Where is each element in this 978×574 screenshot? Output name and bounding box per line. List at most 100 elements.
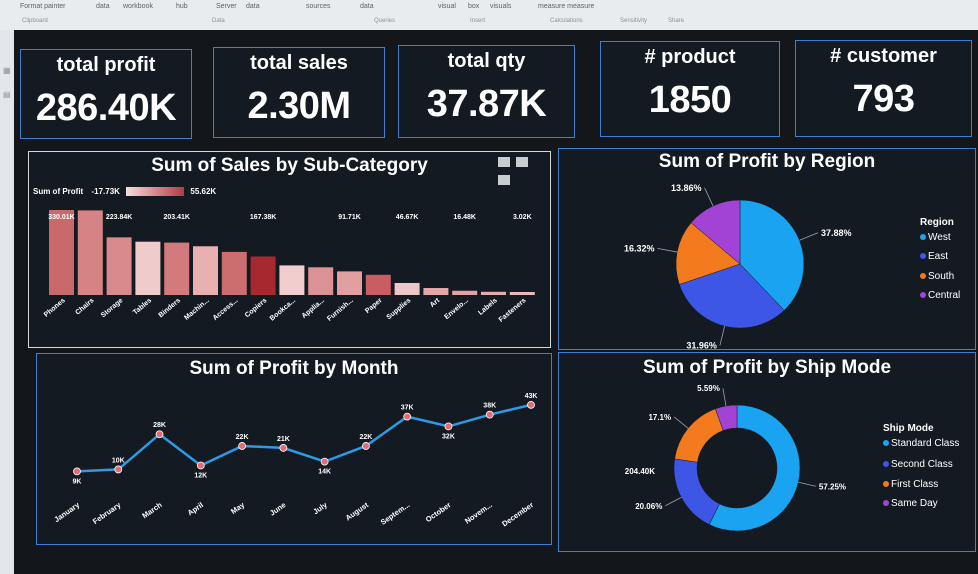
data-value-label: 22K <box>359 434 372 441</box>
month-profit-panel[interactable]: Sum of Profit by Month 9K January 10K Febru… <box>36 353 552 545</box>
legend-item-same-day[interactable]: Same Day <box>883 498 938 509</box>
category-tick-label: Paper <box>364 297 384 315</box>
legend-label: West <box>928 232 951 243</box>
region-profit-panel[interactable]: Sum of Profit by Region 37.88% 31.96% 16.3… <box>558 148 976 350</box>
legend-label: First Class <box>891 479 939 490</box>
slice-pct-label: 57.25% <box>819 482 846 491</box>
kpi-label: # product <box>644 46 736 68</box>
more-options-icon[interactable] <box>498 175 510 185</box>
bar-labels <box>481 291 506 295</box>
filter-icon[interactable] <box>498 157 510 167</box>
legend-item-standard-class[interactable]: Standard Class <box>883 438 959 449</box>
legend-label: Same Day <box>891 498 938 509</box>
slice-leader-line <box>799 232 819 241</box>
kpi-product-count[interactable]: # product 1850 <box>600 41 780 137</box>
data-point-january <box>73 467 81 476</box>
bar-fasteners <box>509 292 535 295</box>
ribbon-visuals-button[interactable]: visuals <box>490 3 512 10</box>
bar-furnish <box>337 271 362 295</box>
legend-dot <box>883 500 889 507</box>
ribbon-data3-button[interactable]: data <box>360 3 374 10</box>
shipmode-profit-panel[interactable]: Sum of Profit by Ship Mode 57.25% 20.06% 1… <box>558 352 976 552</box>
bar-bookca <box>279 265 305 295</box>
legend-title: Region <box>920 217 954 228</box>
slice-pct-label: 16.32% <box>624 243 655 253</box>
ribbon-box-button[interactable]: box <box>468 3 480 10</box>
kpi-value: 1850 <box>648 79 732 121</box>
legend-dot <box>883 461 889 468</box>
ribbon-group-calculations: Calculations <box>550 18 583 24</box>
legend-label: East <box>928 251 949 262</box>
bar-tables <box>135 241 161 295</box>
subcategory-sales-panel[interactable]: Sum of Sales by Sub-Category Sum of Prof… <box>28 151 551 348</box>
data-point-april <box>196 461 205 470</box>
bar-storage <box>106 237 132 295</box>
ribbon-sources-button[interactable]: sources <box>306 3 331 10</box>
ribbon-measure-button[interactable]: measure measure <box>538 3 595 10</box>
format-painter-button[interactable]: Format painter <box>20 3 66 10</box>
extra-value-label: 204.40K <box>625 467 655 476</box>
kpi-total-sales[interactable]: total sales 2.30M <box>213 47 385 138</box>
ribbon-hub-button[interactable]: hub <box>176 3 188 10</box>
table-view-icon[interactable]: ▤ <box>3 90 11 99</box>
data-point-july <box>320 457 329 466</box>
ribbon-data-button[interactable]: data <box>96 3 110 10</box>
legend-item-second-class[interactable]: Second Class <box>883 459 953 470</box>
category-tick-label: Binders <box>158 297 183 319</box>
bar-supplies <box>394 282 420 295</box>
legend-dot <box>920 234 926 241</box>
category-tick-label: Envelo... <box>443 297 470 321</box>
month-tick-label: Novem... <box>463 500 494 525</box>
legend-item-first-class[interactable]: First Class <box>883 479 938 490</box>
kpi-label: # customer <box>830 45 937 67</box>
bar-value-label: 203.41K <box>163 214 189 221</box>
month-tick-label: May <box>229 500 247 516</box>
ribbon-workbook-button[interactable]: workbook <box>123 3 153 10</box>
month-tick-label: March <box>140 500 164 520</box>
legend-item-south[interactable]: South <box>920 271 954 282</box>
slice-pct-label: 17.1% <box>648 413 671 422</box>
slice-pct-label: 31.96% <box>686 341 717 349</box>
bar-access <box>221 251 247 295</box>
ribbon-data2-button[interactable]: data <box>246 3 260 10</box>
ribbon-visual-button[interactable]: visual <box>438 3 456 10</box>
bar-binders <box>164 242 190 295</box>
focus-mode-icon[interactable] <box>516 157 529 167</box>
legend-dot <box>883 481 889 488</box>
report-view-icon[interactable]: ▦ <box>3 66 11 75</box>
kpi-label: total sales <box>250 52 348 74</box>
legend-item-central[interactable]: Central <box>920 290 960 301</box>
bar-envelo <box>452 290 478 295</box>
kpi-total-qty[interactable]: total qty 37.87K <box>398 45 575 138</box>
month-tick-label: January <box>52 500 81 524</box>
data-value-label: 22K <box>236 434 249 441</box>
month-tick-label: December <box>500 500 535 528</box>
ribbon-group-clipboard: Clipboard <box>22 18 48 24</box>
category-tick-label: Supplies <box>386 297 413 321</box>
slice-pct-label: 37.88% <box>821 228 852 238</box>
bar-value-label: 46.67K <box>396 214 419 221</box>
data-value-label: 38K <box>483 403 496 410</box>
category-tick-label: Storage <box>100 297 125 319</box>
legend-item-west[interactable]: West <box>920 232 951 243</box>
kpi-value: 37.87K <box>426 83 547 125</box>
data-value-label: 37K <box>401 405 414 412</box>
pie-slice-west <box>739 199 805 311</box>
data-value-label: 32K <box>442 433 455 440</box>
bar-art <box>423 288 449 295</box>
month-tick-label: April <box>186 500 205 517</box>
ribbon-server-button[interactable]: Server <box>216 3 237 10</box>
donut-slice-firstclass <box>674 408 724 463</box>
month-tick-label: June <box>268 500 288 517</box>
data-value-label: 43K <box>525 393 538 400</box>
bar-value-label: 167.38K <box>250 214 276 221</box>
legend-item-east[interactable]: East <box>920 251 948 262</box>
data-point-october <box>444 422 453 431</box>
legend-title: Ship Mode <box>883 423 934 434</box>
kpi-customer-count[interactable]: # customer 793 <box>795 40 972 137</box>
data-value-label: 21K <box>277 436 290 443</box>
slice-leader-line <box>719 326 726 346</box>
category-tick-label: Art <box>429 297 442 309</box>
data-value-label: 14K <box>318 469 331 476</box>
kpi-total-profit[interactable]: total profit 286.40K <box>20 49 192 139</box>
